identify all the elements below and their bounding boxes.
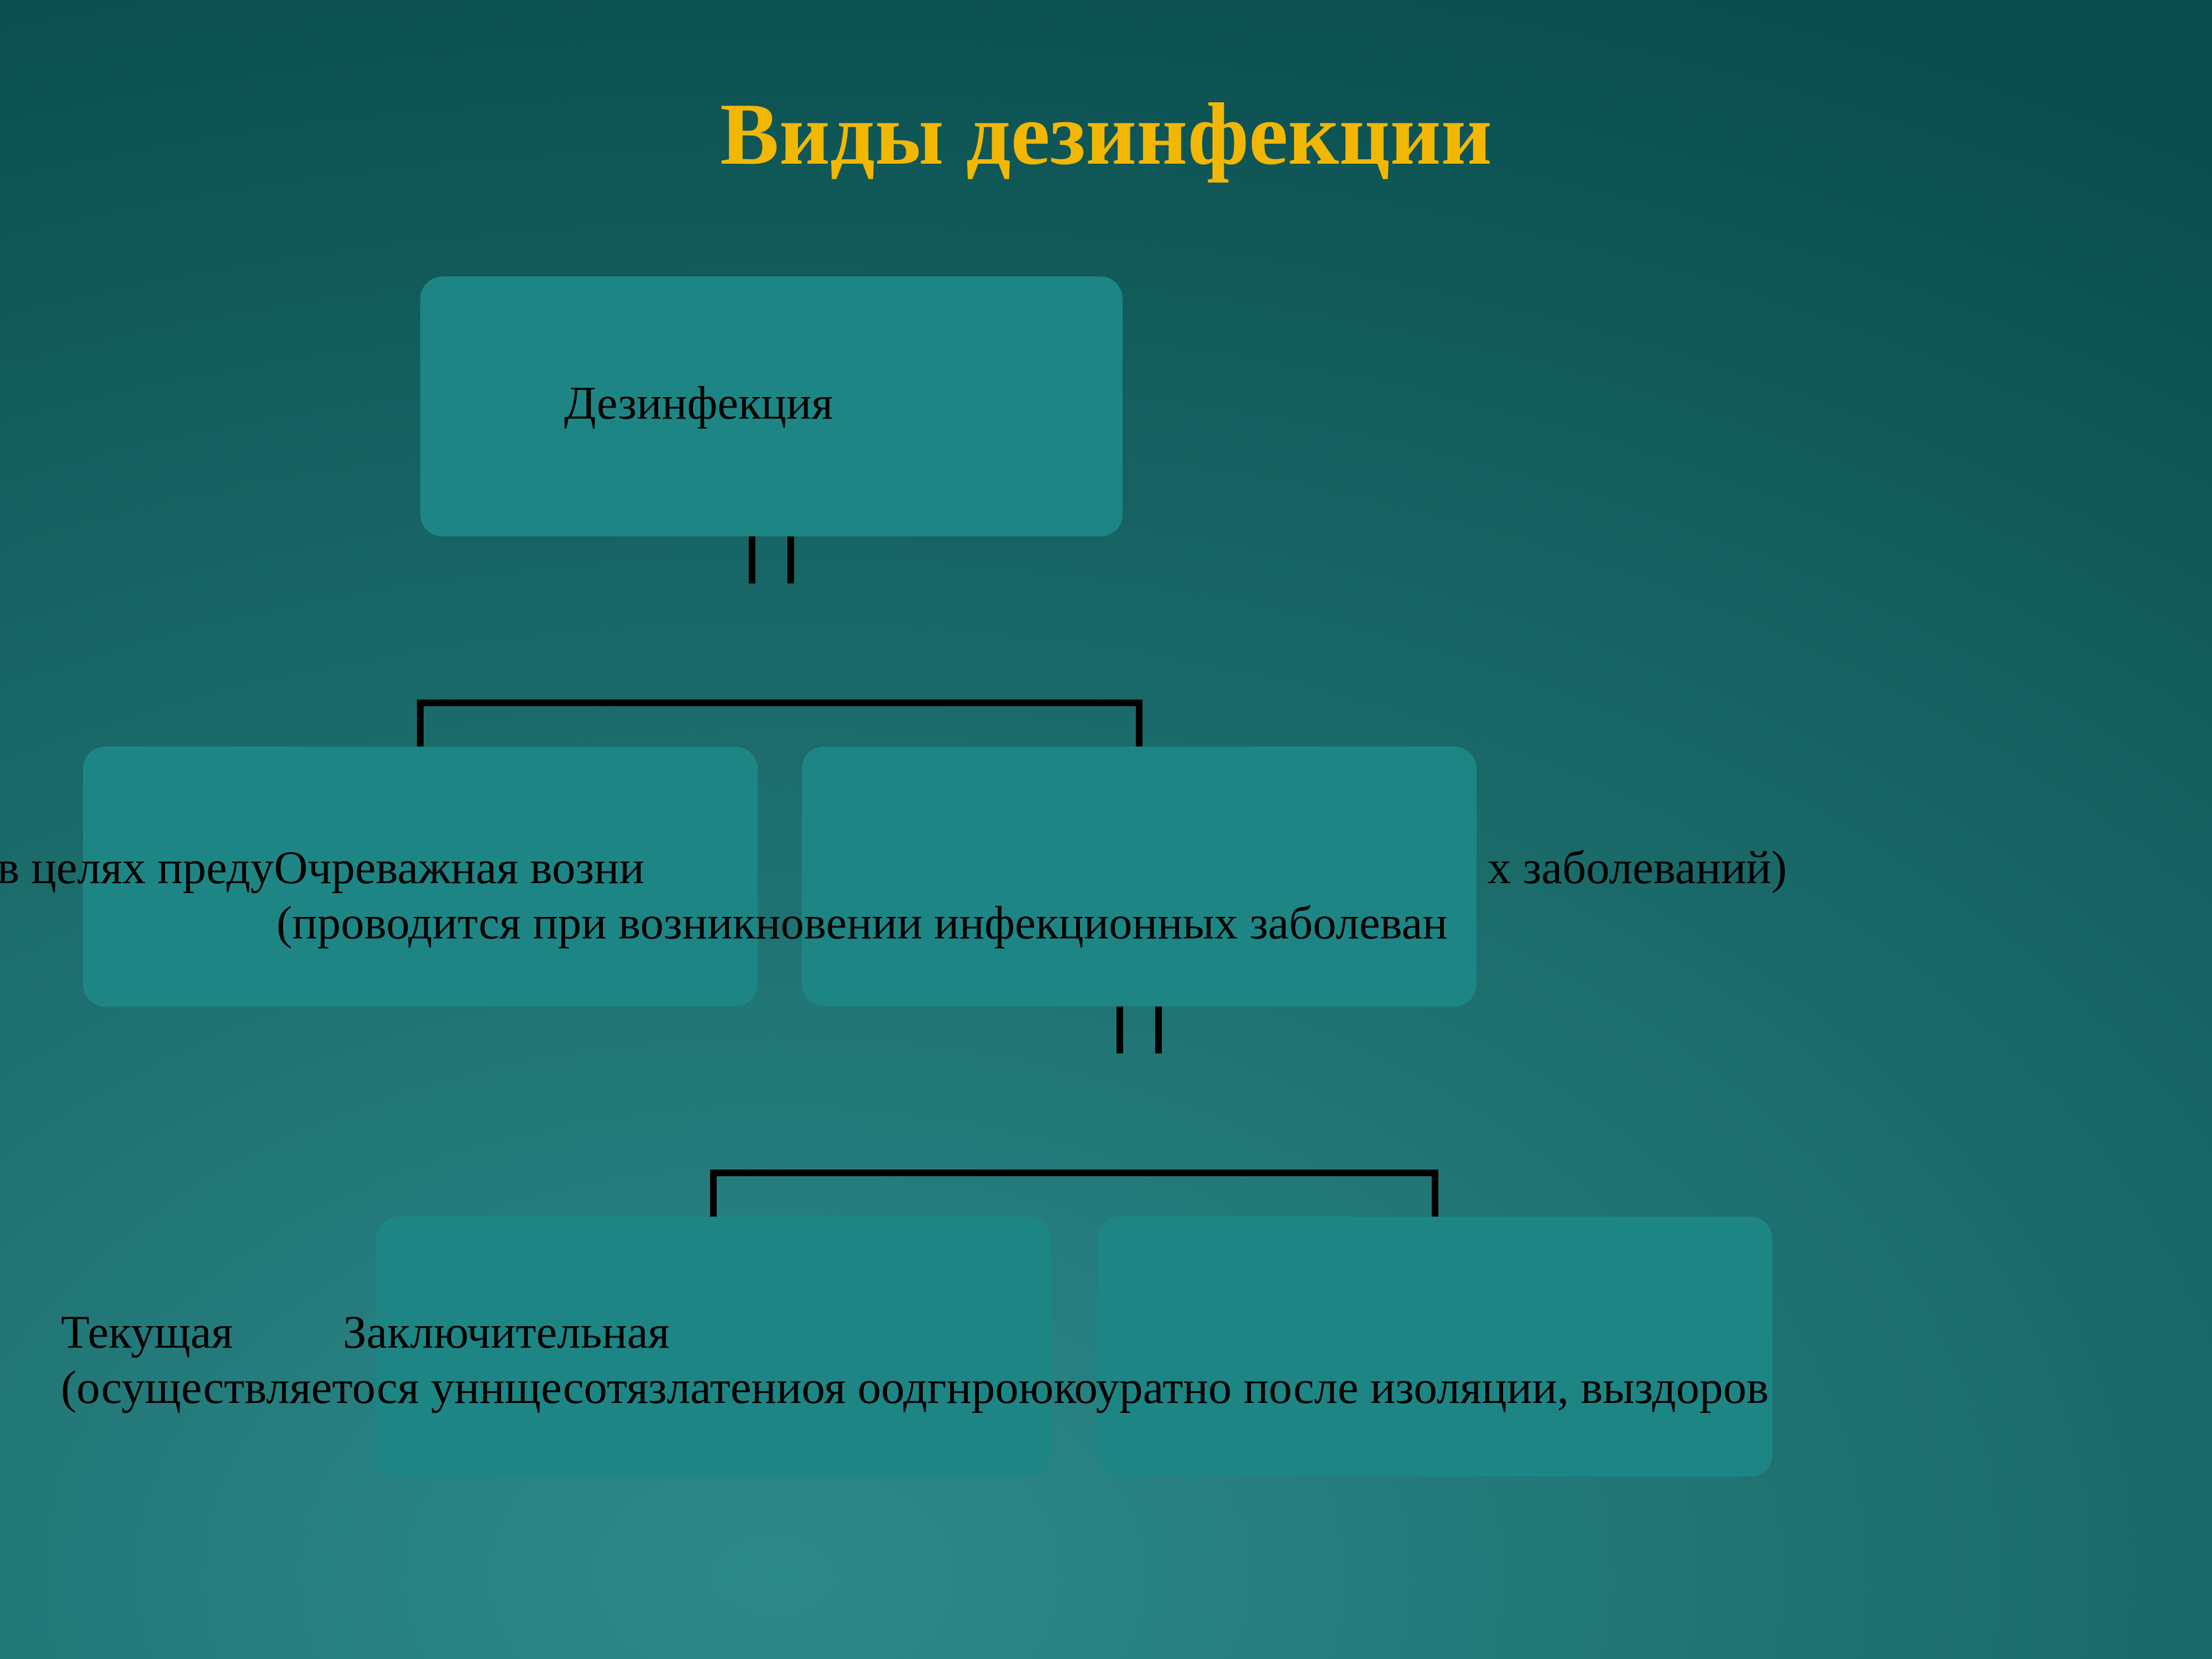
connector-segment	[417, 700, 424, 747]
overflow-ochag: (проводится при возникновении инфекционн…	[276, 896, 1448, 950]
overflow-tek-label: Текущая	[61, 1305, 233, 1359]
node-root: Дезинфекция	[420, 276, 1123, 536]
node-leaf-right	[1098, 1217, 1772, 1477]
node-right1	[802, 747, 1477, 1006]
connector-segment	[787, 536, 794, 583]
connector-segment	[749, 536, 755, 583]
node-root-label: Дезинфекция	[564, 376, 833, 430]
overflow-tek-desc: (осуществляетося уннщесотязлатениоя оодг…	[61, 1360, 1768, 1415]
overflow-prof-left: в целях предуОчреважная возни	[0, 841, 644, 895]
connector-segment	[1432, 1170, 1438, 1217]
slide-title: Виды дезинфекции	[0, 83, 2212, 185]
connector-segment	[710, 1170, 1438, 1176]
connector-segment	[1117, 1006, 1123, 1053]
connector-segment	[710, 1170, 717, 1217]
connector-segment	[1136, 700, 1142, 747]
slide: Виды дезинфекции Дезинфекция в целях пре…	[0, 0, 2212, 1659]
connector-segment	[417, 700, 1142, 706]
connector-segment	[1155, 1006, 1162, 1053]
overflow-zak-label: Заключительная	[343, 1305, 670, 1359]
overflow-prof-right: х заболеваний)	[1488, 841, 1787, 895]
